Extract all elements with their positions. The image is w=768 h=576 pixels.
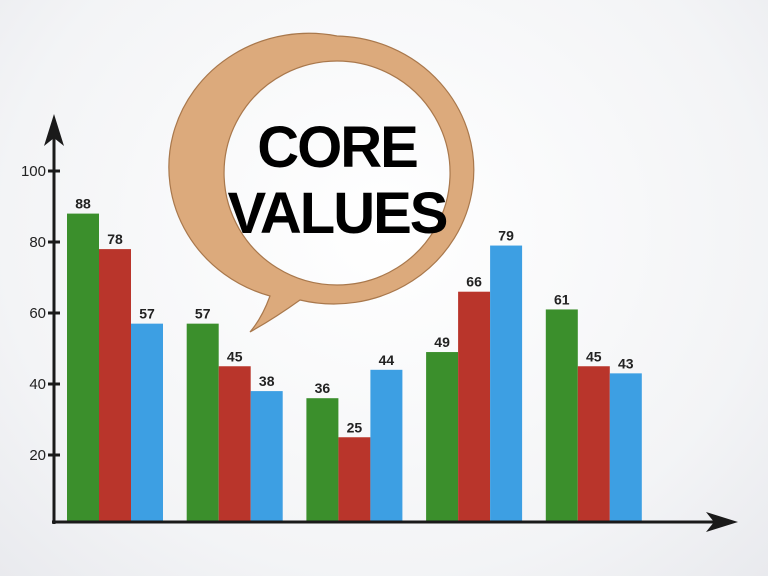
x-axis-arrow-icon bbox=[706, 512, 738, 532]
bar-value-label: 43 bbox=[618, 355, 634, 371]
bar-value-label: 66 bbox=[466, 274, 482, 290]
y-tick-label: 40 bbox=[29, 376, 46, 393]
bar bbox=[577, 366, 610, 522]
bar bbox=[490, 245, 523, 523]
bar-value-label: 45 bbox=[586, 348, 602, 364]
bar-value-label: 79 bbox=[498, 228, 514, 244]
bar bbox=[609, 373, 642, 522]
bar bbox=[370, 369, 403, 522]
bar-value-label: 36 bbox=[315, 380, 331, 396]
bar bbox=[99, 249, 131, 522]
bar bbox=[338, 437, 371, 522]
y-tick-label: 60 bbox=[29, 305, 46, 322]
y-tick-label: 80 bbox=[29, 234, 46, 251]
bubble-line-2: VALUES bbox=[228, 181, 447, 246]
bar bbox=[545, 309, 578, 522]
bar bbox=[250, 391, 283, 522]
y-tick-label: 20 bbox=[29, 447, 46, 464]
bar-value-label: 88 bbox=[75, 196, 91, 212]
bar-value-label: 38 bbox=[259, 373, 275, 389]
bar-value-label: 45 bbox=[227, 348, 243, 364]
bar bbox=[131, 323, 163, 522]
bar-value-label: 57 bbox=[195, 306, 211, 322]
bar bbox=[67, 213, 99, 522]
y-axis-arrow-icon bbox=[44, 114, 64, 146]
bar bbox=[426, 352, 459, 522]
bar bbox=[218, 366, 251, 522]
y-tick-label: 100 bbox=[21, 163, 46, 180]
bar-value-label: 44 bbox=[379, 352, 395, 368]
bar-value-label: 78 bbox=[107, 231, 123, 247]
bubble-line-1: CORE bbox=[257, 115, 417, 180]
bar-value-label: 57 bbox=[139, 306, 155, 322]
bar bbox=[306, 398, 339, 522]
speech-bubble-ring bbox=[168, 32, 475, 333]
speech-bubble: CORE VALUES bbox=[168, 32, 475, 333]
bar-value-label: 25 bbox=[347, 419, 363, 435]
bar-value-label: 61 bbox=[554, 291, 570, 307]
bar bbox=[186, 323, 219, 522]
bar bbox=[458, 291, 491, 522]
bar-value-label: 49 bbox=[434, 334, 450, 350]
